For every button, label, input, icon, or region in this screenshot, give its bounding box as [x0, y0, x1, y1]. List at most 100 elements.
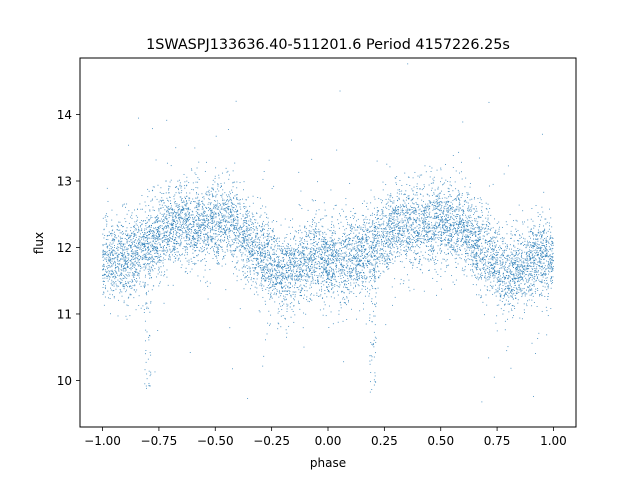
data-point — [161, 220, 163, 222]
data-point — [409, 209, 411, 211]
data-point — [247, 244, 249, 246]
data-point — [243, 225, 244, 227]
data-point — [328, 270, 330, 272]
data-point — [228, 174, 230, 176]
data-point — [302, 251, 304, 253]
data-point — [446, 220, 448, 222]
data-point — [516, 264, 518, 266]
data-point — [137, 252, 138, 254]
data-point — [476, 265, 478, 267]
data-point — [178, 214, 180, 216]
data-point — [207, 191, 209, 192]
data-point — [430, 230, 432, 232]
data-point — [232, 225, 234, 226]
data-point — [179, 185, 181, 187]
data-point — [307, 209, 309, 211]
data-point — [254, 286, 256, 288]
data-point — [126, 242, 128, 244]
data-point — [290, 254, 292, 256]
data-point — [528, 273, 530, 275]
data-point — [271, 188, 273, 190]
data-point — [411, 262, 412, 264]
data-point — [365, 323, 367, 325]
data-point — [257, 259, 259, 260]
data-point — [212, 184, 214, 186]
data-point — [413, 210, 414, 212]
data-point — [374, 247, 376, 249]
data-point — [528, 244, 530, 246]
data-point — [551, 256, 553, 258]
data-point — [482, 224, 484, 226]
data-point — [359, 310, 361, 312]
data-point — [314, 271, 316, 273]
data-point — [161, 213, 163, 215]
data-point — [428, 214, 430, 216]
data-point — [192, 198, 194, 200]
data-point — [123, 288, 125, 290]
data-point — [383, 228, 385, 230]
data-point — [361, 276, 362, 278]
data-point — [171, 224, 173, 226]
data-point — [125, 262, 127, 264]
data-point — [356, 265, 358, 266]
data-point — [521, 249, 523, 251]
data-point — [542, 253, 544, 255]
data-point — [137, 260, 139, 262]
data-point — [544, 238, 546, 239]
data-point — [323, 240, 325, 242]
data-point — [273, 249, 275, 251]
data-point — [489, 261, 491, 263]
data-point — [209, 209, 211, 210]
data-point — [478, 256, 480, 258]
data-point — [485, 202, 487, 204]
data-point — [495, 273, 497, 275]
data-point — [362, 258, 364, 260]
data-point — [133, 253, 135, 255]
data-point — [134, 258, 136, 260]
data-point — [381, 223, 383, 225]
data-point — [161, 193, 163, 194]
data-point — [447, 206, 449, 208]
data-point — [245, 244, 247, 246]
data-point — [543, 256, 545, 258]
data-point — [378, 277, 380, 279]
data-point — [254, 219, 255, 221]
data-point — [475, 243, 476, 244]
data-point — [498, 279, 500, 281]
data-point — [543, 244, 544, 246]
data-point — [288, 274, 290, 276]
data-point — [153, 235, 155, 237]
data-point — [397, 212, 399, 214]
data-point — [370, 241, 371, 242]
data-point — [152, 190, 154, 192]
data-point — [150, 261, 151, 263]
data-point — [398, 255, 400, 257]
data-point — [289, 303, 291, 305]
data-point — [132, 255, 134, 257]
data-point — [326, 243, 328, 245]
data-point — [239, 234, 241, 235]
data-point — [526, 262, 528, 264]
data-point — [230, 245, 232, 247]
data-point — [162, 216, 164, 218]
data-point — [156, 251, 158, 253]
data-point — [195, 181, 197, 183]
data-point — [483, 267, 485, 269]
data-point — [476, 251, 478, 253]
data-point — [470, 230, 472, 232]
data-point — [257, 262, 259, 264]
data-point — [369, 259, 371, 261]
data-point — [137, 274, 139, 276]
data-point — [397, 233, 399, 235]
data-point — [268, 287, 270, 289]
data-point — [323, 308, 325, 310]
data-point — [421, 211, 423, 213]
data-point — [460, 221, 462, 223]
data-point — [394, 177, 396, 179]
data-point — [169, 233, 171, 235]
data-point — [302, 288, 304, 290]
data-point — [250, 255, 252, 257]
data-point — [272, 265, 274, 267]
data-point — [407, 212, 409, 214]
data-point — [244, 235, 246, 237]
